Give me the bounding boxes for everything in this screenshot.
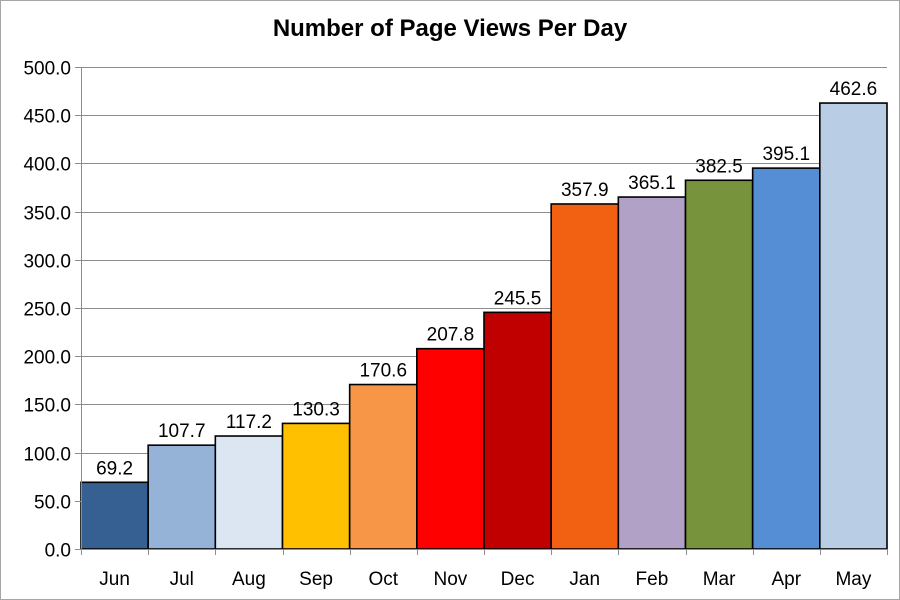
bar-nov [416,347,485,550]
x-tick-label: Jun [99,569,130,590]
data-label: 130.3 [292,399,340,420]
y-tick-label: 350.0 [23,204,71,225]
y-tick-label: 50.0 [34,493,71,514]
bar-jul [147,444,217,550]
y-tick-label: 0.0 [45,541,71,562]
x-tick-label: Sep [299,569,333,590]
x-tick-label: Feb [636,569,669,590]
bar-feb [617,196,687,550]
y-tick-label: 450.0 [23,107,71,128]
data-label: 395.1 [762,144,810,165]
data-label: 107.7 [158,421,206,442]
data-label: 365.1 [628,173,676,194]
bar-may [819,102,888,550]
chart-title: Number of Page Views Per Day [273,15,628,42]
y-tick-label: 150.0 [23,396,71,417]
x-tick-label: Jan [569,569,600,590]
y-tick-label: 100.0 [23,445,71,466]
y-tick-label: 200.0 [23,348,71,369]
y-tick-label: 250.0 [23,300,71,321]
y-tick-label: 500.0 [23,59,71,80]
bar-dec [483,311,552,550]
data-label: 207.8 [427,325,475,346]
bars [80,102,888,550]
data-label: 382.5 [695,156,743,177]
labels: 0.0 50.0 100.0 150.0 200.0 250.0 300.0 350.0 400… [23,59,877,591]
x-tick-label: Nov [434,569,468,590]
data-label: 69.2 [96,458,133,479]
x-tick-label: Jul [170,569,194,590]
x-tick-label: Mar [703,569,736,590]
axes [75,67,888,555]
bar-aug [214,435,284,550]
bar-jan [550,203,620,550]
data-label: 170.6 [359,361,407,382]
x-tick-label: Aug [232,569,266,590]
data-label: 245.5 [494,288,542,309]
bar-sep [281,422,351,550]
x-tick-label: Apr [771,569,801,590]
bar-jun [80,481,149,550]
y-tick-label: 300.0 [23,252,71,273]
x-tick-label: May [835,569,871,590]
data-label: 357.9 [561,180,609,201]
bar-apr [751,167,821,550]
bar-oct [348,383,418,550]
x-tick-label: Oct [368,569,398,590]
x-tick-label: Dec [501,569,535,590]
data-label: 117.2 [226,412,272,433]
y-tick-label: 400.0 [23,155,71,176]
bar-mar [684,179,754,550]
data-label: 462.6 [830,79,878,100]
